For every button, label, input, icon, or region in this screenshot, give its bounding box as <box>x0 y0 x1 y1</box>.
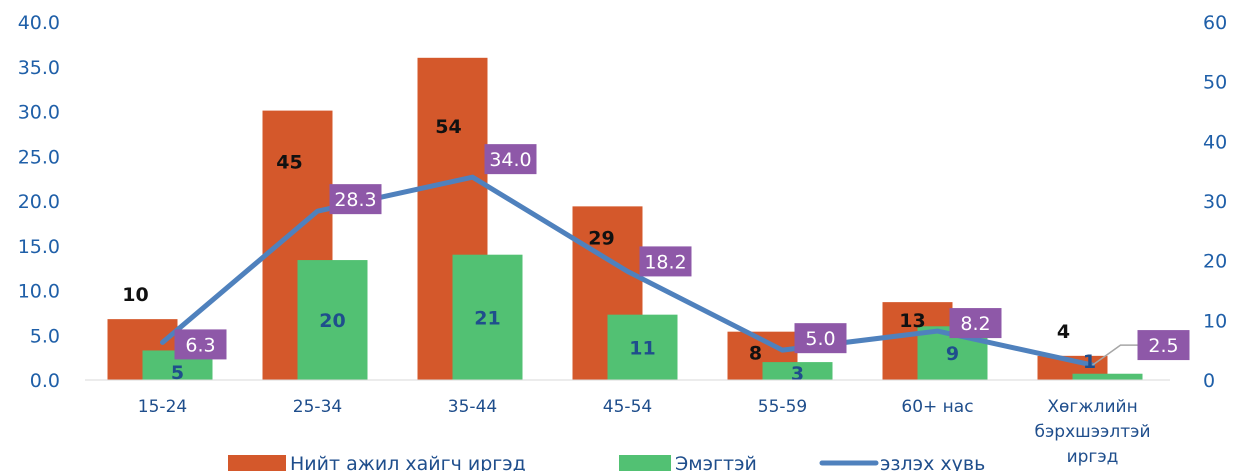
female-data-label: 1 <box>1083 351 1096 373</box>
category-label-part: бэрхшээлтэй <box>1034 422 1150 442</box>
left-tick-label: 5.0 <box>30 325 60 347</box>
share-data-label: 18.2 <box>644 251 686 273</box>
total-data-label: 45 <box>276 152 302 174</box>
left-tick-label: 35.0 <box>18 57 60 79</box>
left-tick-label: 25.0 <box>18 146 60 168</box>
female-data-label: 5 <box>171 362 184 384</box>
share-data-label: 6.3 <box>185 334 215 356</box>
female-data-label: 3 <box>791 363 804 385</box>
female-bar <box>762 362 833 380</box>
female-labels: 5 20 21 11 3 9 1 <box>171 307 1096 385</box>
female-data-label: 9 <box>946 343 959 365</box>
right-tick-label: 10 <box>1203 310 1227 332</box>
right-tick-label: 60 <box>1203 12 1227 34</box>
female-bar <box>297 260 368 380</box>
right-tick-label: 50 <box>1203 72 1227 94</box>
share-data-label: 2.5 <box>1148 335 1178 357</box>
left-tick-label: 40.0 <box>18 12 60 34</box>
category-label: 15-24 <box>138 397 187 417</box>
total-data-label: 4 <box>1057 321 1070 343</box>
female-data-label: 21 <box>474 307 500 329</box>
category-label: 25-34 <box>293 397 342 417</box>
share-label-box <box>1137 330 1190 361</box>
share-data-label: 28.3 <box>334 189 376 211</box>
female-data-label: 11 <box>629 337 655 359</box>
category-label: 35-44 <box>448 397 497 417</box>
legend-label-line: эзлэх хувь <box>880 453 985 471</box>
female-bar <box>1072 373 1143 380</box>
female-data-label: 20 <box>319 310 345 332</box>
share-line-path <box>160 174 1095 368</box>
share-line <box>160 174 1095 368</box>
category-label: 60+ нас <box>901 397 973 417</box>
total-data-label: 8 <box>749 343 762 365</box>
left-tick-label: 30.0 <box>18 102 60 124</box>
female-bars <box>142 254 1143 380</box>
legend-swatch-total <box>228 455 286 471</box>
legend: Нийт ажил хайгч иргэд Эмэгтэй эзлэх хувь <box>228 453 985 471</box>
share-data-label: 34.0 <box>489 149 531 171</box>
total-data-label: 10 <box>122 284 148 306</box>
category-label-part: иргэд <box>1067 447 1119 467</box>
right-tick-label: 0 <box>1203 370 1215 392</box>
legend-label-total: Нийт ажил хайгч иргэд <box>290 453 526 471</box>
left-tick-label: 0.0 <box>30 370 60 392</box>
category-axis: 15-24 25-34 35-44 45-54 55-59 60+ нас Хөгжлийн… <box>85 379 1170 467</box>
left-tick-label: 15.0 <box>18 236 60 258</box>
share-label-leader <box>1092 344 1138 366</box>
share-labels: 6.3 28.3 34.0 18.2 5.0 8.2 2.5 <box>174 144 1190 366</box>
category-label: 55-59 <box>758 397 807 417</box>
right-axis: 0 10 20 30 40 50 60 <box>1203 12 1227 392</box>
category-label-part: Хөгжлийн <box>1047 397 1137 417</box>
female-bar <box>607 314 678 380</box>
left-axis: 0.0 5.0 10.0 15.0 20.0 25.0 30.0 35.0 40.0 <box>18 12 60 392</box>
legend-label-female: Эмэгтэй <box>675 453 757 471</box>
share-label-box <box>329 184 382 215</box>
share-label-box <box>639 246 692 277</box>
category-label: 45-54 <box>603 397 652 417</box>
left-tick-label: 10.0 <box>18 281 60 303</box>
total-data-label: 54 <box>435 116 461 138</box>
share-label-box <box>949 308 1002 339</box>
share-label-box <box>174 329 227 360</box>
total-data-label: 13 <box>899 310 925 332</box>
share-label-box <box>794 323 847 354</box>
right-tick-label: 20 <box>1203 251 1227 273</box>
share-data-label: 5.0 <box>805 328 835 350</box>
share-label-box <box>484 144 537 175</box>
legend-swatch-female <box>619 455 671 471</box>
right-tick-label: 40 <box>1203 131 1227 153</box>
right-tick-label: 30 <box>1203 191 1227 213</box>
total-labels: 10 45 54 29 8 13 4 <box>122 116 1070 365</box>
share-data-label: 8.2 <box>960 313 990 335</box>
left-tick-label: 20.0 <box>18 191 60 213</box>
female-bar <box>452 254 523 380</box>
total-data-label: 29 <box>588 227 614 249</box>
